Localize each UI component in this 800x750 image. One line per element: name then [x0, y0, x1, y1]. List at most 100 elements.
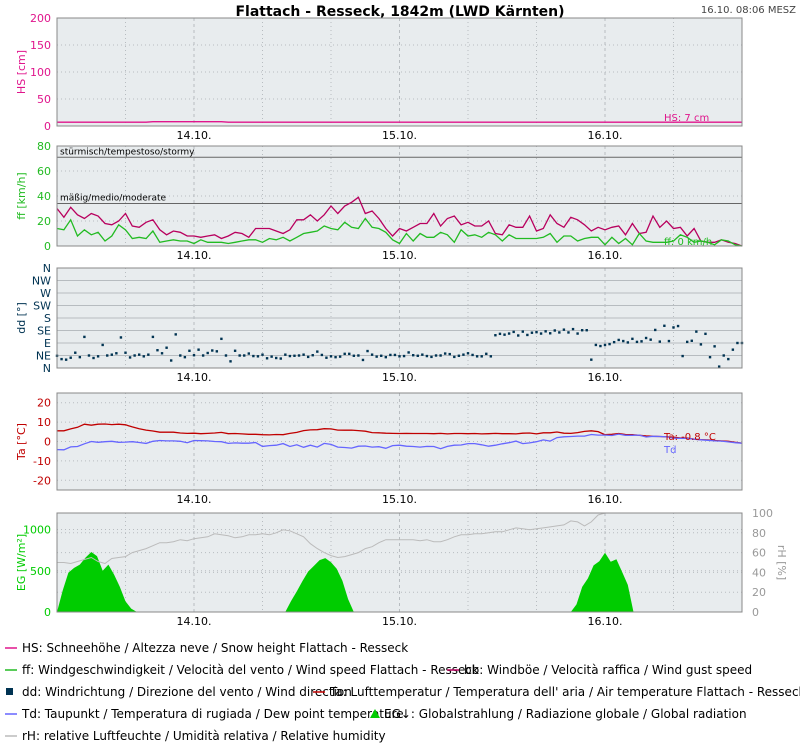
- plot-frame-hs: [56, 17, 743, 127]
- ylabel-right-eg: rH [%]: [775, 545, 788, 580]
- point-dd: [704, 332, 707, 336]
- ylabel-dd: dd [°]: [15, 302, 28, 334]
- ytick-label: 20: [37, 215, 51, 228]
- point-dd: [60, 357, 63, 361]
- point-dd: [361, 358, 365, 362]
- point-dd: [270, 355, 273, 358]
- band-label: stürmisch/tempestoso/stormy: [60, 147, 195, 157]
- point-dd: [686, 340, 689, 344]
- point-dd: [256, 355, 260, 358]
- point-dd: [398, 355, 401, 358]
- point-dd: [138, 353, 141, 356]
- point-dd: [165, 346, 168, 349]
- point-dd: [416, 354, 419, 357]
- point-dd: [676, 324, 680, 328]
- legend-label-ta: Ta: Lufttemperatur / Temperatura dell' a…: [329, 685, 800, 699]
- point-dd: [567, 331, 570, 334]
- ylabel-ta: Ta [°C]: [15, 423, 28, 461]
- point-dd: [494, 334, 497, 337]
- plot-frame-ta: [56, 392, 743, 491]
- point-dd: [434, 354, 438, 357]
- plot-frame-dd: [56, 267, 743, 369]
- ytick-label: 10: [37, 416, 51, 429]
- ytick-label: 80: [37, 140, 51, 153]
- point-dd: [279, 357, 282, 360]
- point-dd: [329, 355, 333, 358]
- ytick-label: SW: [33, 300, 51, 313]
- point-dd: [585, 329, 588, 332]
- xtick-label: 15.10.: [382, 371, 417, 384]
- point-dd: [626, 341, 630, 344]
- xtick-label: 14.10.: [177, 129, 212, 142]
- point-dd: [603, 343, 607, 347]
- point-dd: [393, 353, 397, 357]
- point-dd: [128, 356, 132, 359]
- point-dd: [110, 353, 113, 356]
- ytick-right-label: 60: [752, 547, 766, 560]
- ytick-label: 40: [37, 190, 51, 203]
- ytick-label: 20: [37, 397, 51, 410]
- xtick-label: 15.10.: [382, 129, 417, 142]
- point-dd: [457, 354, 461, 357]
- point-dd: [142, 355, 145, 358]
- point-dd: [521, 330, 524, 333]
- point-dd: [549, 332, 552, 335]
- point-dd: [412, 354, 415, 357]
- ytick-right-label: 40: [752, 566, 766, 579]
- point-dd: [380, 354, 383, 357]
- point-dd: [539, 332, 543, 335]
- point-dd: [594, 343, 598, 347]
- point-dd: [247, 352, 250, 355]
- point-dd: [480, 355, 483, 358]
- series-ta: [57, 423, 743, 444]
- ytick-label: SE: [37, 325, 51, 338]
- point-dd: [74, 351, 77, 354]
- point-dd: [466, 352, 470, 355]
- end-label-ta: Ta: -0.8 °C: [663, 432, 716, 443]
- point-dd: [590, 358, 593, 361]
- point-dd: [151, 335, 155, 339]
- point-dd: [188, 349, 191, 352]
- point-dd: [92, 356, 95, 360]
- point-dd: [736, 341, 739, 345]
- point-dd: [558, 331, 561, 334]
- point-dd: [681, 354, 684, 358]
- point-dd: [192, 354, 196, 357]
- point-dd: [667, 339, 671, 343]
- ytick-label: 60: [37, 165, 51, 178]
- chart-title: Flattach - Resseck, 1842m (LWD Kärnten): [235, 4, 564, 20]
- point-dd: [389, 353, 392, 357]
- ytick-label: 500: [30, 565, 51, 578]
- xtick-label: 14.10.: [177, 371, 212, 384]
- point-dd: [402, 354, 406, 358]
- series-ff: [56, 217, 743, 247]
- ytick-label: 50: [37, 93, 51, 106]
- xtick-label: 15.10.: [382, 493, 417, 506]
- point-dd: [115, 352, 118, 355]
- ytick-right-label: 20: [752, 586, 766, 599]
- ytick-label: S: [44, 312, 51, 325]
- point-dd: [352, 354, 356, 357]
- ylabel-hs: HS [cm]: [15, 50, 28, 94]
- point-dd: [370, 353, 374, 356]
- series-bb: [56, 196, 743, 247]
- panel-ff: 0 20 40 60 80 ff [km/h] stürmisch/tempestoso/s…: [15, 140, 743, 262]
- point-dd: [243, 354, 246, 357]
- point-dd: [471, 353, 474, 357]
- ytick-label: 150: [30, 39, 51, 52]
- point-dd: [498, 332, 502, 336]
- point-dd: [197, 348, 200, 351]
- point-dd: [489, 355, 493, 358]
- legend-swatch-eg: [370, 709, 380, 718]
- legend-item-dd: dd: Windrichtung / Direzione del vento /…: [6, 685, 352, 699]
- point-dd: [672, 326, 675, 329]
- series-hs: [57, 121, 742, 123]
- end-label-td: Td: [663, 445, 676, 456]
- ytick-label: 0: [44, 120, 51, 133]
- ytick-label: 1000: [23, 524, 51, 537]
- point-dd: [201, 354, 205, 357]
- point-dd: [708, 355, 712, 359]
- point-dd: [658, 340, 661, 343]
- point-dd: [439, 354, 442, 357]
- point-dd: [169, 359, 173, 362]
